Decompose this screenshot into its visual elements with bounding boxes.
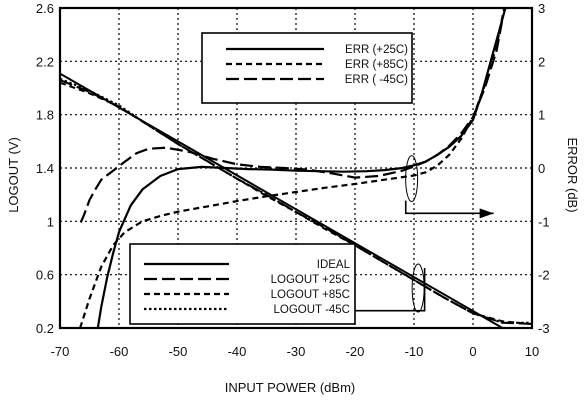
y-left-tick-label: 1.4	[36, 161, 54, 176]
x-axis-title: INPUT POWER (dBm)	[225, 380, 356, 395]
logout-axis-arrow	[340, 268, 426, 312]
x-tick-label: -20	[346, 344, 365, 359]
y-axis-left-title: LOGOUT (V)	[6, 137, 21, 213]
y-right-tick-label: 2	[538, 54, 545, 69]
x-tick-label: 0	[469, 344, 476, 359]
y-right-tick-label: 3	[538, 1, 545, 16]
logout-legend-label: LOGOUT -45C	[274, 304, 350, 316]
series-err-85c	[79, 8, 506, 328]
y-left-tick-label: 1.8	[36, 108, 54, 123]
x-tick-label: -50	[169, 344, 188, 359]
x-tick-label: -10	[405, 344, 424, 359]
y-axis-right-title: ERROR (dB)	[565, 137, 580, 212]
x-tick-label: -40	[228, 344, 247, 359]
y-right-tick-label: 1	[538, 108, 545, 123]
tick-labels: -70 -60 -50 -40 -30 -20 -10 0 100.20.611.41.82.2…	[36, 1, 550, 359]
logout-legend-label: IDEAL	[317, 259, 351, 271]
error-legend-label: ERR (+85C)	[345, 59, 408, 71]
logout-legend-box	[129, 243, 356, 325]
error-legend-box	[201, 32, 413, 104]
series-err-45c	[79, 18, 504, 223]
error-group-ellipse	[405, 155, 419, 203]
legend-layer: ERR (+25C) ERR (+85C) ERR ( -45C) IDEAL LOGO…	[129, 32, 413, 325]
series-logout-85c	[60, 81, 532, 325]
error-axis-arrow	[404, 200, 494, 215]
logout-legend-label: LOGOUT +85C	[271, 289, 350, 301]
y-left-tick-label: 1	[47, 214, 54, 229]
y-right-tick-label: -1	[538, 214, 550, 229]
plot-frame	[58, 6, 534, 330]
plot-border	[58, 6, 534, 330]
series-layer	[60, 8, 532, 328]
error-axis-arrowhead	[479, 208, 494, 219]
series-logout-45c	[60, 77, 532, 324]
y-right-tick-label: -2	[538, 268, 550, 283]
y-right-tick-label: -3	[538, 321, 550, 336]
error-legend-label: ERR ( -45C)	[345, 74, 408, 86]
x-tick-label: 10	[525, 344, 539, 359]
y-left-tick-label: 0.6	[36, 268, 54, 283]
y-left-tick-label: 2.2	[36, 54, 54, 69]
x-tick-label: -70	[51, 344, 70, 359]
error-legend-label: ERR (+25C)	[345, 44, 408, 56]
y-left-tick-label: 2.6	[36, 1, 54, 16]
x-tick-label: -60	[110, 344, 129, 359]
y-right-tick-label: 0	[538, 161, 545, 176]
y-left-tick-label: 0.2	[36, 321, 54, 336]
logout-legend-label: LOGOUT +25C	[271, 274, 350, 286]
x-tick-label: -30	[287, 344, 306, 359]
